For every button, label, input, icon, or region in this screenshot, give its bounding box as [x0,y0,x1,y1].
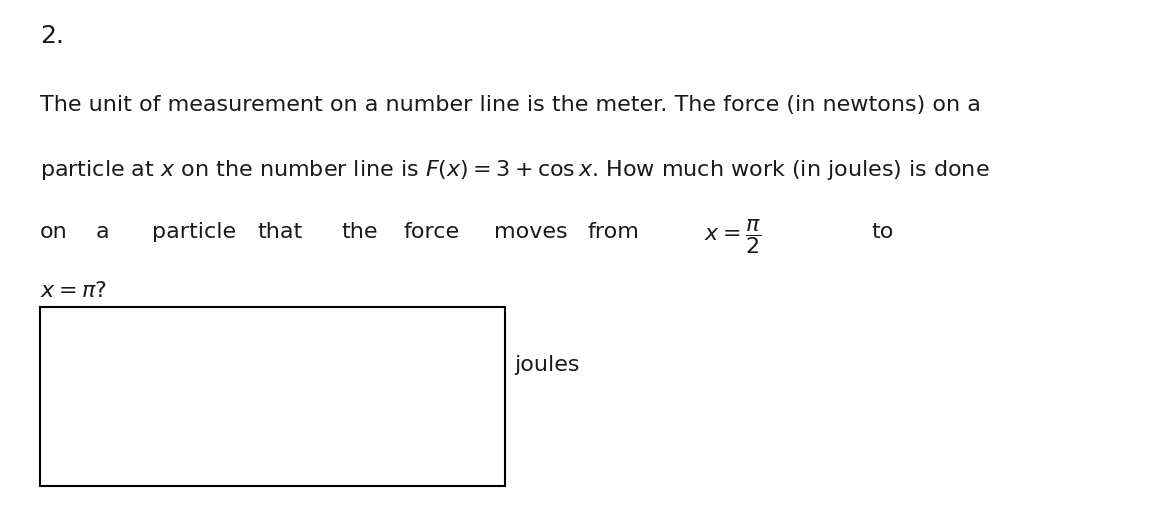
Text: that: that [257,222,303,242]
Text: The unit of measurement on a number line is the meter. The force (in newtons) on: The unit of measurement on a number line… [40,94,980,114]
Text: particle: particle [152,222,236,242]
Text: $x = \pi$?: $x = \pi$? [40,281,106,301]
Bar [40,307,505,486]
Text: $x = \dfrac{\pi}{2}$: $x = \dfrac{\pi}{2}$ [704,217,762,256]
Text: a: a [96,222,110,242]
Text: from: from [587,222,639,242]
Text: the: the [342,222,378,242]
Text: moves: moves [494,222,567,242]
Text: 2.: 2. [40,24,64,48]
Text: joules: joules [515,355,580,375]
Text: particle at $x$ on the number line is $F(x) = 3 + \cos x$. How much work (in jou: particle at $x$ on the number line is $F… [40,158,990,182]
Text: on: on [40,222,68,242]
Text: to: to [872,222,894,242]
Text: force: force [404,222,460,242]
